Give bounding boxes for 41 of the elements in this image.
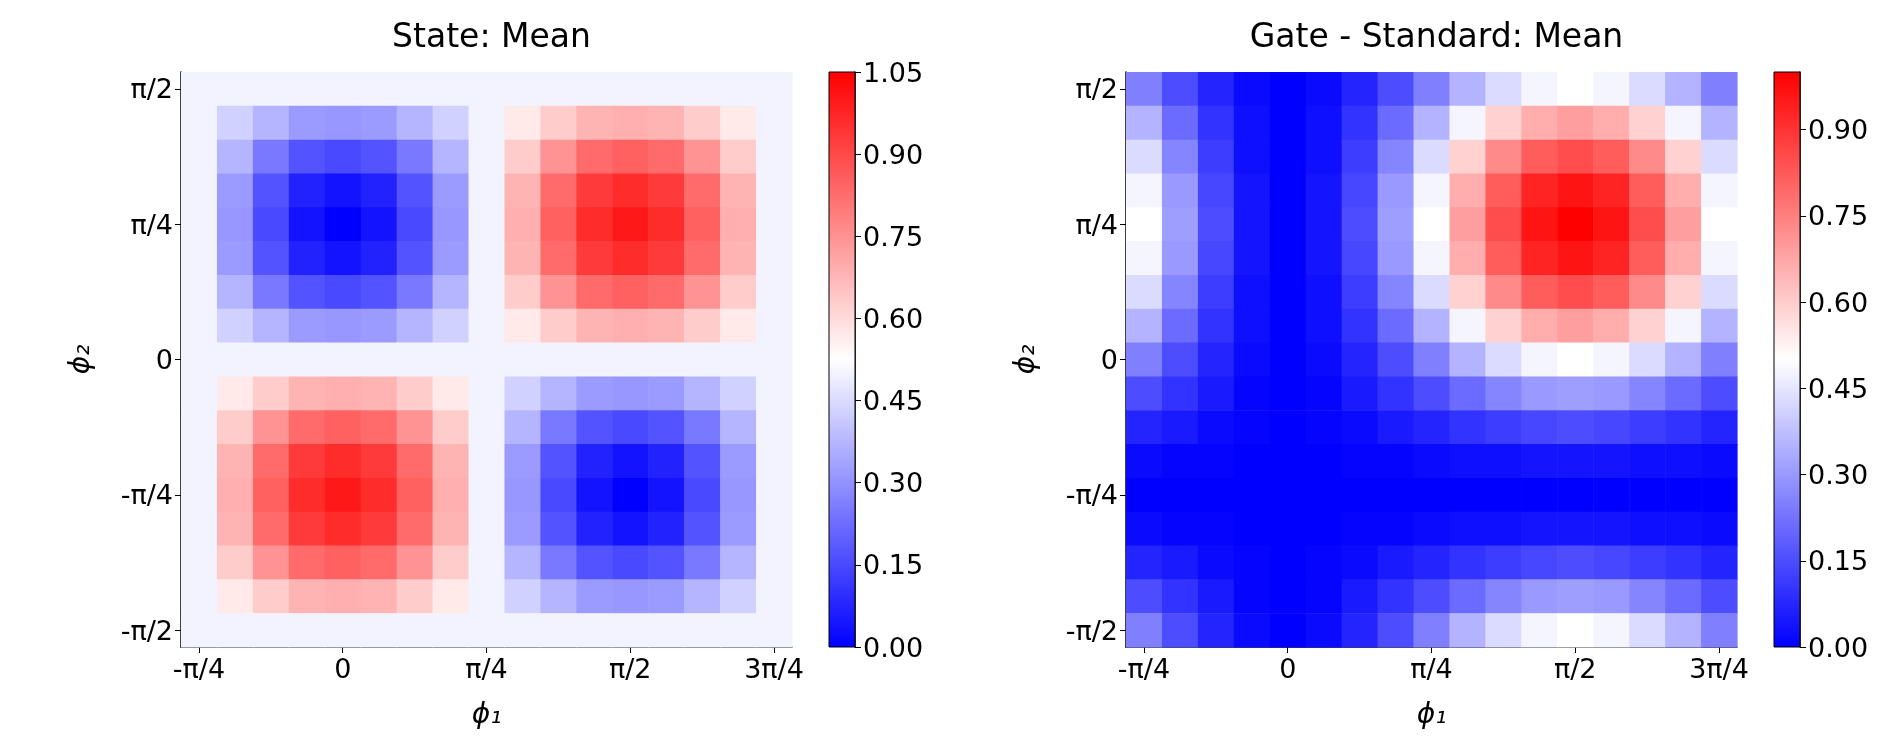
y-tick-label: 0 xyxy=(155,344,173,375)
x-tick-label: π/4 xyxy=(1410,653,1453,684)
color-bar-label: 0.60 xyxy=(863,302,924,334)
chart-title: Gate - Standard: Mean xyxy=(1249,16,1624,55)
color-bar-label: 0.90 xyxy=(863,138,924,170)
y-axis-title: ϕ₂ xyxy=(62,344,96,375)
color-bar-label: 0.00 xyxy=(863,631,924,663)
x-tick-label: 0 xyxy=(334,653,352,684)
y-tick-label: -π/2 xyxy=(1065,614,1118,646)
color-bar-label: 0.45 xyxy=(1808,372,1869,404)
x-axis-title: ϕ₁ xyxy=(1416,696,1447,730)
y-tick-label: π/4 xyxy=(1075,208,1118,240)
color-bar-label: 0.90 xyxy=(1808,114,1869,145)
x-tick-label: 3π/4 xyxy=(1689,653,1749,684)
color-bar-label: 0.75 xyxy=(1808,200,1869,232)
color-bar-label: 0.15 xyxy=(863,549,924,581)
y-tick-label: π/2 xyxy=(130,73,173,105)
chart-title: State: Mean xyxy=(392,16,591,55)
y-tick-label: -π/4 xyxy=(120,479,173,511)
x-tick-label: -π/4 xyxy=(1117,653,1171,684)
y-axis-title: ϕ₂ xyxy=(1007,344,1041,375)
y-tick-label: π/2 xyxy=(1075,73,1118,105)
x-tick-label: π/2 xyxy=(609,653,652,684)
x-tick-label: 3π/4 xyxy=(744,653,804,684)
color-bar-label: 0.30 xyxy=(1808,459,1869,490)
x-axis-title: ϕ₁ xyxy=(471,696,502,730)
color-bar-label: 0.00 xyxy=(1808,631,1869,663)
x-tick-label: π/4 xyxy=(465,653,508,684)
y-tick-label: -π/2 xyxy=(120,614,173,646)
x-tick-label: 0 xyxy=(1279,653,1297,684)
x-tick-label: -π/4 xyxy=(172,653,226,684)
color-bar-label: 0.30 xyxy=(863,467,924,499)
y-tick-label: 0 xyxy=(1100,344,1118,375)
color-bar-label: 0.45 xyxy=(863,385,924,417)
x-tick-label: π/2 xyxy=(1554,653,1597,684)
y-tick-label: π/4 xyxy=(130,208,173,240)
color-bar-label: 0.75 xyxy=(863,220,924,252)
y-tick-label: -π/4 xyxy=(1065,479,1118,511)
color-bar-label: 1.05 xyxy=(863,56,924,88)
color-bar-label: 0.15 xyxy=(1808,545,1869,577)
color-bar-label: 0.60 xyxy=(1808,286,1869,318)
